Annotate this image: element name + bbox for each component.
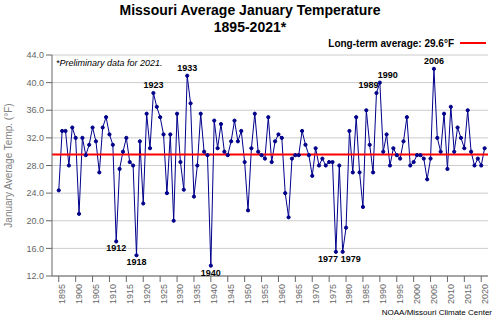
svg-text:1918: 1918 — [126, 257, 146, 267]
svg-text:1985: 1985 — [361, 284, 371, 304]
svg-text:2006: 2006 — [424, 56, 444, 66]
svg-text:1990: 1990 — [378, 284, 388, 304]
svg-text:1977: 1977 — [318, 254, 338, 264]
svg-text:1940: 1940 — [201, 268, 221, 276]
svg-text:2015: 2015 — [463, 284, 473, 304]
svg-text:1912: 1912 — [106, 243, 126, 253]
svg-text:44.0: 44.0 — [26, 50, 44, 60]
svg-text:24.0: 24.0 — [26, 188, 44, 198]
svg-text:1960: 1960 — [277, 284, 287, 304]
html-text:*Preliminary data for 2021.: *Preliminary data for 2021. — [56, 58, 163, 68]
html-text:Missouri Average January Tempe: Missouri Average January Temperature — [119, 2, 381, 18]
svg-text:1990: 1990 — [378, 70, 398, 80]
svg-text:16.0: 16.0 — [26, 244, 44, 254]
svg-text:2020: 2020 — [480, 284, 490, 304]
svg-text:1923: 1923 — [143, 80, 163, 90]
svg-text:1915: 1915 — [125, 284, 135, 304]
svg-text:1970: 1970 — [311, 284, 321, 304]
html-text:NOAA/Missouri Climate Center: NOAA/Missouri Climate Center — [381, 308, 492, 317]
svg-text:1955: 1955 — [260, 284, 270, 304]
svg-text:2000: 2000 — [412, 284, 422, 304]
svg-text:2005: 2005 — [429, 284, 439, 304]
svg-text:January Average Temp. (°F): January Average Temp. (°F) — [8, 103, 14, 227]
svg-text:20.0: 20.0 — [26, 216, 44, 226]
svg-text:32.0: 32.0 — [26, 133, 44, 143]
svg-text:1995: 1995 — [395, 284, 405, 304]
svg-text:2010: 2010 — [446, 284, 456, 304]
svg-text:1910: 1910 — [108, 284, 118, 304]
svg-text:36.0: 36.0 — [26, 105, 44, 115]
svg-text:1930: 1930 — [175, 284, 185, 304]
svg-text:1975: 1975 — [328, 284, 338, 304]
svg-text:28.0: 28.0 — [26, 161, 44, 171]
svg-text:1945: 1945 — [226, 284, 236, 304]
svg-text:1905: 1905 — [91, 284, 101, 304]
svg-text:1965: 1965 — [294, 284, 304, 304]
svg-text:1933: 1933 — [177, 63, 197, 73]
html-text:1895-2021*: 1895-2021* — [213, 19, 287, 35]
svg-text:12.0: 12.0 — [26, 271, 44, 281]
svg-text:1979: 1979 — [341, 254, 361, 264]
svg-text:1940: 1940 — [209, 284, 219, 304]
svg-text:1935: 1935 — [192, 284, 202, 304]
svg-text:1980: 1980 — [344, 284, 354, 304]
svg-text:40.0: 40.0 — [26, 78, 44, 88]
svg-text:1920: 1920 — [142, 284, 152, 304]
svg-text:1950: 1950 — [243, 284, 253, 304]
html-text:Long-term average: 29.6°F: Long-term average: 29.6°F — [328, 37, 454, 49]
svg-text:1900: 1900 — [74, 284, 84, 304]
svg-text:1925: 1925 — [159, 284, 169, 304]
svg-text:1989: 1989 — [358, 80, 378, 90]
svg-text:1895: 1895 — [57, 284, 67, 304]
